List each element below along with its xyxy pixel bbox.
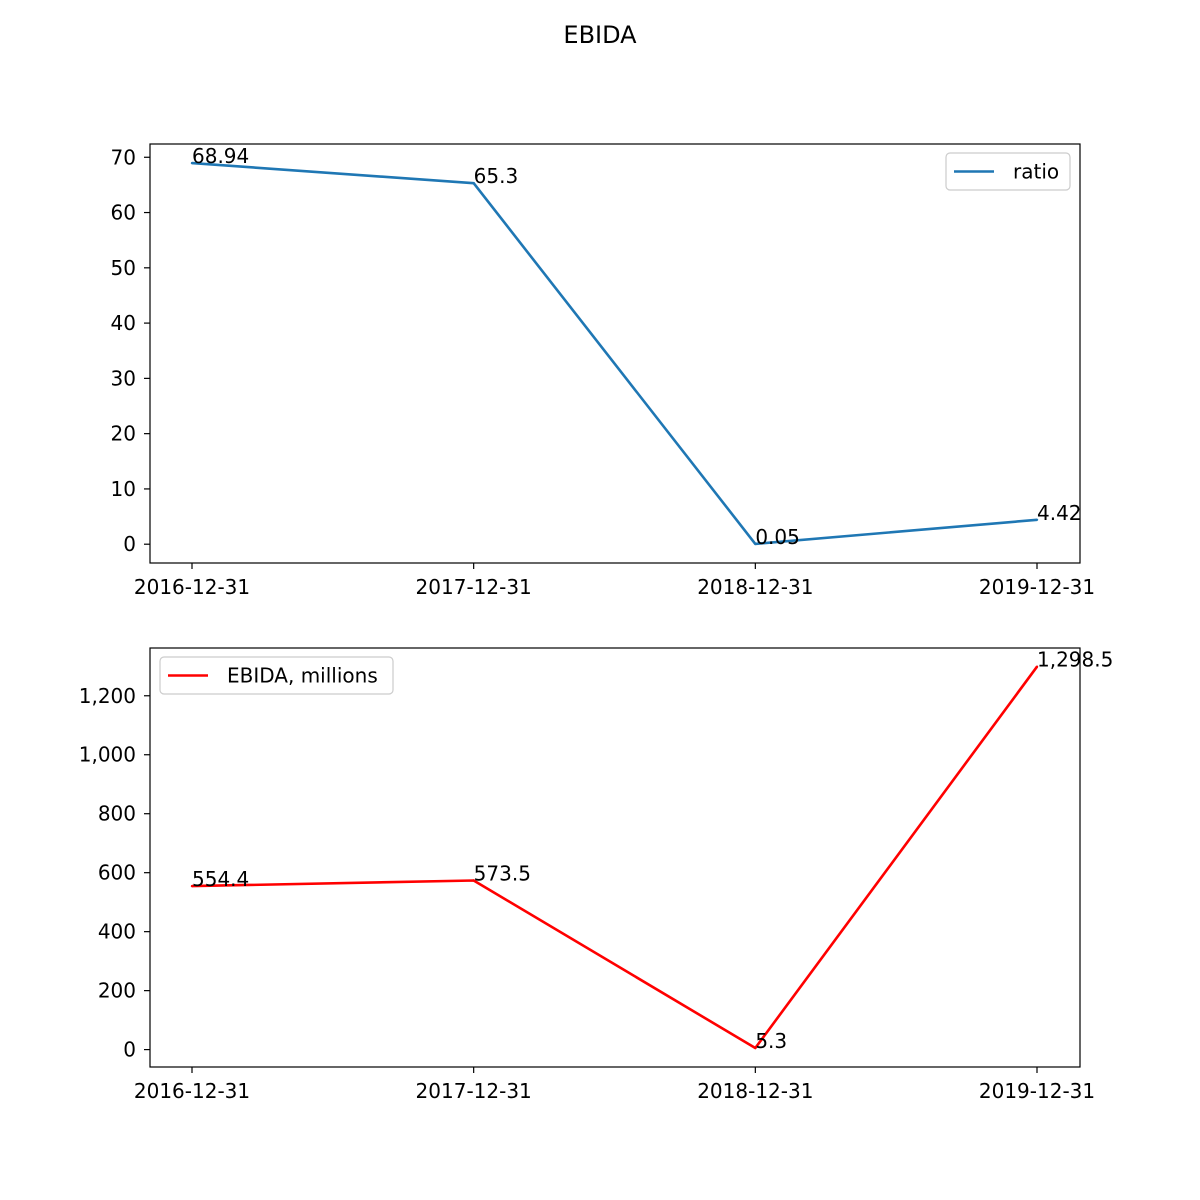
figure-title: EBIDA <box>563 21 637 49</box>
chart2-xtick-label: 2016-12-31 <box>134 1079 250 1103</box>
chart1-xtick-label: 2017-12-31 <box>416 575 532 599</box>
chart2-plot-frame <box>149 647 1081 1068</box>
chart1-data-point <box>754 542 757 546</box>
chart1-data-point <box>472 182 475 185</box>
chart1-ytick-label: 60 <box>111 201 136 225</box>
chart1-data-point <box>190 161 194 165</box>
chart2-xtick-label: 2017-12-31 <box>416 1079 532 1103</box>
chart2-xtick-label: 2019-12-31 <box>979 1079 1095 1103</box>
chart2-data-label: 5.3 <box>755 1029 787 1053</box>
chart1-axes: 0 10 20 30 40 50 60 70 2016-12-31 2017-12-31 2018-… <box>111 143 1095 599</box>
chart1-data-label: 68.94 <box>192 144 249 168</box>
chart2-axes: 0 200 400 600 800 1,000 1,200 2016-12-31 2017-12… <box>79 647 1113 1103</box>
chart2-data-label: 1,298.5 <box>1037 648 1113 672</box>
chart2-ytick-label: 400 <box>98 920 136 944</box>
chart2-legend-box <box>159 656 394 695</box>
chart1-data-label: 65.3 <box>474 164 519 188</box>
chart1-series-line <box>191 161 1038 546</box>
chart2-data-point <box>472 879 475 882</box>
chart2-ytick-label: 0 <box>123 1038 136 1062</box>
chart2-data-point <box>754 1046 757 1050</box>
chart1-data-label: 0.05 <box>755 525 800 549</box>
chart1-data-point <box>1035 518 1039 521</box>
chart1-xtick-label: 2018-12-31 <box>697 575 813 599</box>
chart1-ytick-label: 30 <box>111 366 136 390</box>
chart1-ytick-label: 50 <box>111 256 136 280</box>
chart2-data-label: 573.5 <box>474 861 531 885</box>
chart2-data-label: 554.4 <box>192 867 249 891</box>
chart1-plot-frame <box>149 143 1081 564</box>
chart1-legend-label: ratio <box>1013 160 1059 184</box>
chart1-legend: ratio <box>945 152 1071 191</box>
chart1-legend-box <box>945 152 1071 191</box>
chart2-ytick-label: 800 <box>98 802 136 826</box>
chart2-ytick-label: 600 <box>98 861 136 885</box>
chart2-xtick-label: 2018-12-31 <box>697 1079 813 1103</box>
chart1-ytick-label: 10 <box>111 477 136 501</box>
chart1-ytick-label: 40 <box>111 311 136 335</box>
chart2-data-point <box>1035 665 1039 668</box>
chart2-series-line <box>191 665 1039 1050</box>
chart1-data-label: 4.42 <box>1037 501 1082 525</box>
chart2-legend: EBIDA, millions <box>159 656 394 695</box>
chart2-legend-label: EBIDA, millions <box>227 664 378 688</box>
chart2-ytick-label: 1,200 <box>79 684 136 708</box>
chart1-xtick-label: 2019-12-31 <box>979 575 1095 599</box>
chart1-ytick-label: 70 <box>111 145 136 169</box>
chart1-ytick-label: 0 <box>123 532 136 556</box>
chart2-data-point <box>190 884 194 888</box>
chart1-ytick-label: 20 <box>111 422 136 446</box>
chart2-ytick-label: 1,000 <box>79 743 136 767</box>
chart1-xtick-label: 2016-12-31 <box>134 575 250 599</box>
chart2-ytick-label: 200 <box>98 979 136 1003</box>
